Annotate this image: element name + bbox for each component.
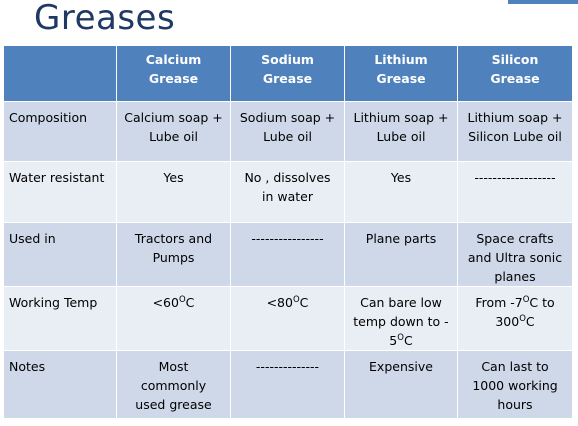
- cell-composition-sodium: Sodium soap + Lube oil: [230, 101, 345, 162]
- row-label-working-temp: Working Temp: [3, 286, 117, 351]
- cell-temp-calcium: <60OC: [116, 286, 231, 351]
- cell-water-sodium: No , dissolves in water: [230, 161, 345, 223]
- degree-superscript: O: [178, 295, 186, 305]
- row-composition: Composition Calcium soap + Lube oil Sodiu…: [3, 101, 573, 162]
- cell-notes-sodium: --------------: [230, 350, 345, 419]
- degree-superscript: O: [519, 314, 526, 324]
- cell-used-calcium: Tractors and Pumps: [116, 222, 231, 287]
- cell-notes-silicon: Can last to 1000 working hours: [457, 350, 573, 419]
- header-lithium-grease: Lithium Grease: [344, 45, 458, 102]
- degree-superscript: O: [292, 295, 300, 305]
- row-label-water-resistant: Water resistant: [3, 161, 117, 223]
- header-calcium-grease: Calcium Grease: [116, 45, 231, 102]
- row-used-in: Used in Tractors and Pumps --------------…: [3, 222, 573, 287]
- row-label-composition: Composition: [3, 101, 117, 162]
- cell-notes-calcium: Most commonly used grease: [116, 350, 231, 419]
- row-label-used-in: Used in: [3, 222, 117, 287]
- header-silicon-grease: Silicon Grease: [457, 45, 573, 102]
- cell-water-silicon: ------------------: [457, 161, 573, 223]
- cell-water-calcium: Yes: [116, 161, 231, 223]
- degree-superscript: O: [397, 333, 404, 343]
- cell-temp-sodium: <80OC: [230, 286, 345, 351]
- degree-superscript: O: [522, 295, 530, 305]
- cell-used-silicon: Space crafts and Ultra sonic planes: [457, 222, 573, 287]
- grease-comparison-table: Calcium Grease Sodium Grease Lithium Grease…: [3, 45, 573, 419]
- cell-composition-calcium: Calcium soap + Lube oil: [116, 101, 231, 162]
- cell-composition-lithium: Lithium soap + Lube oil: [344, 101, 458, 162]
- cell-temp-silicon: From -7OC to 300OC: [457, 286, 573, 351]
- cell-used-lithium: Plane parts: [344, 222, 458, 287]
- row-water-resistant: Water resistant Yes No , dissolves in wat…: [3, 161, 573, 223]
- cell-water-lithium: Yes: [344, 161, 458, 223]
- corner-accent-bar: [508, 0, 578, 4]
- row-notes: Notes Most commonly used grease ----------…: [3, 350, 573, 419]
- cell-composition-silicon: Lithium soap + Silicon Lube oil: [457, 101, 573, 162]
- header-row: Calcium Grease Sodium Grease Lithium Grease…: [3, 45, 573, 102]
- row-working-temp: Working Temp <60OC <80OC Can bare low tem…: [3, 286, 573, 351]
- header-corner: [3, 45, 117, 102]
- cell-notes-lithium: Expensive: [344, 350, 458, 419]
- header-sodium-grease: Sodium Grease: [230, 45, 345, 102]
- slide-title: Greases: [34, 0, 176, 38]
- cell-used-sodium: ----------------: [230, 222, 345, 287]
- cell-temp-lithium: Can bare low temp down to -5OC: [344, 286, 458, 351]
- row-label-notes: Notes: [3, 350, 117, 419]
